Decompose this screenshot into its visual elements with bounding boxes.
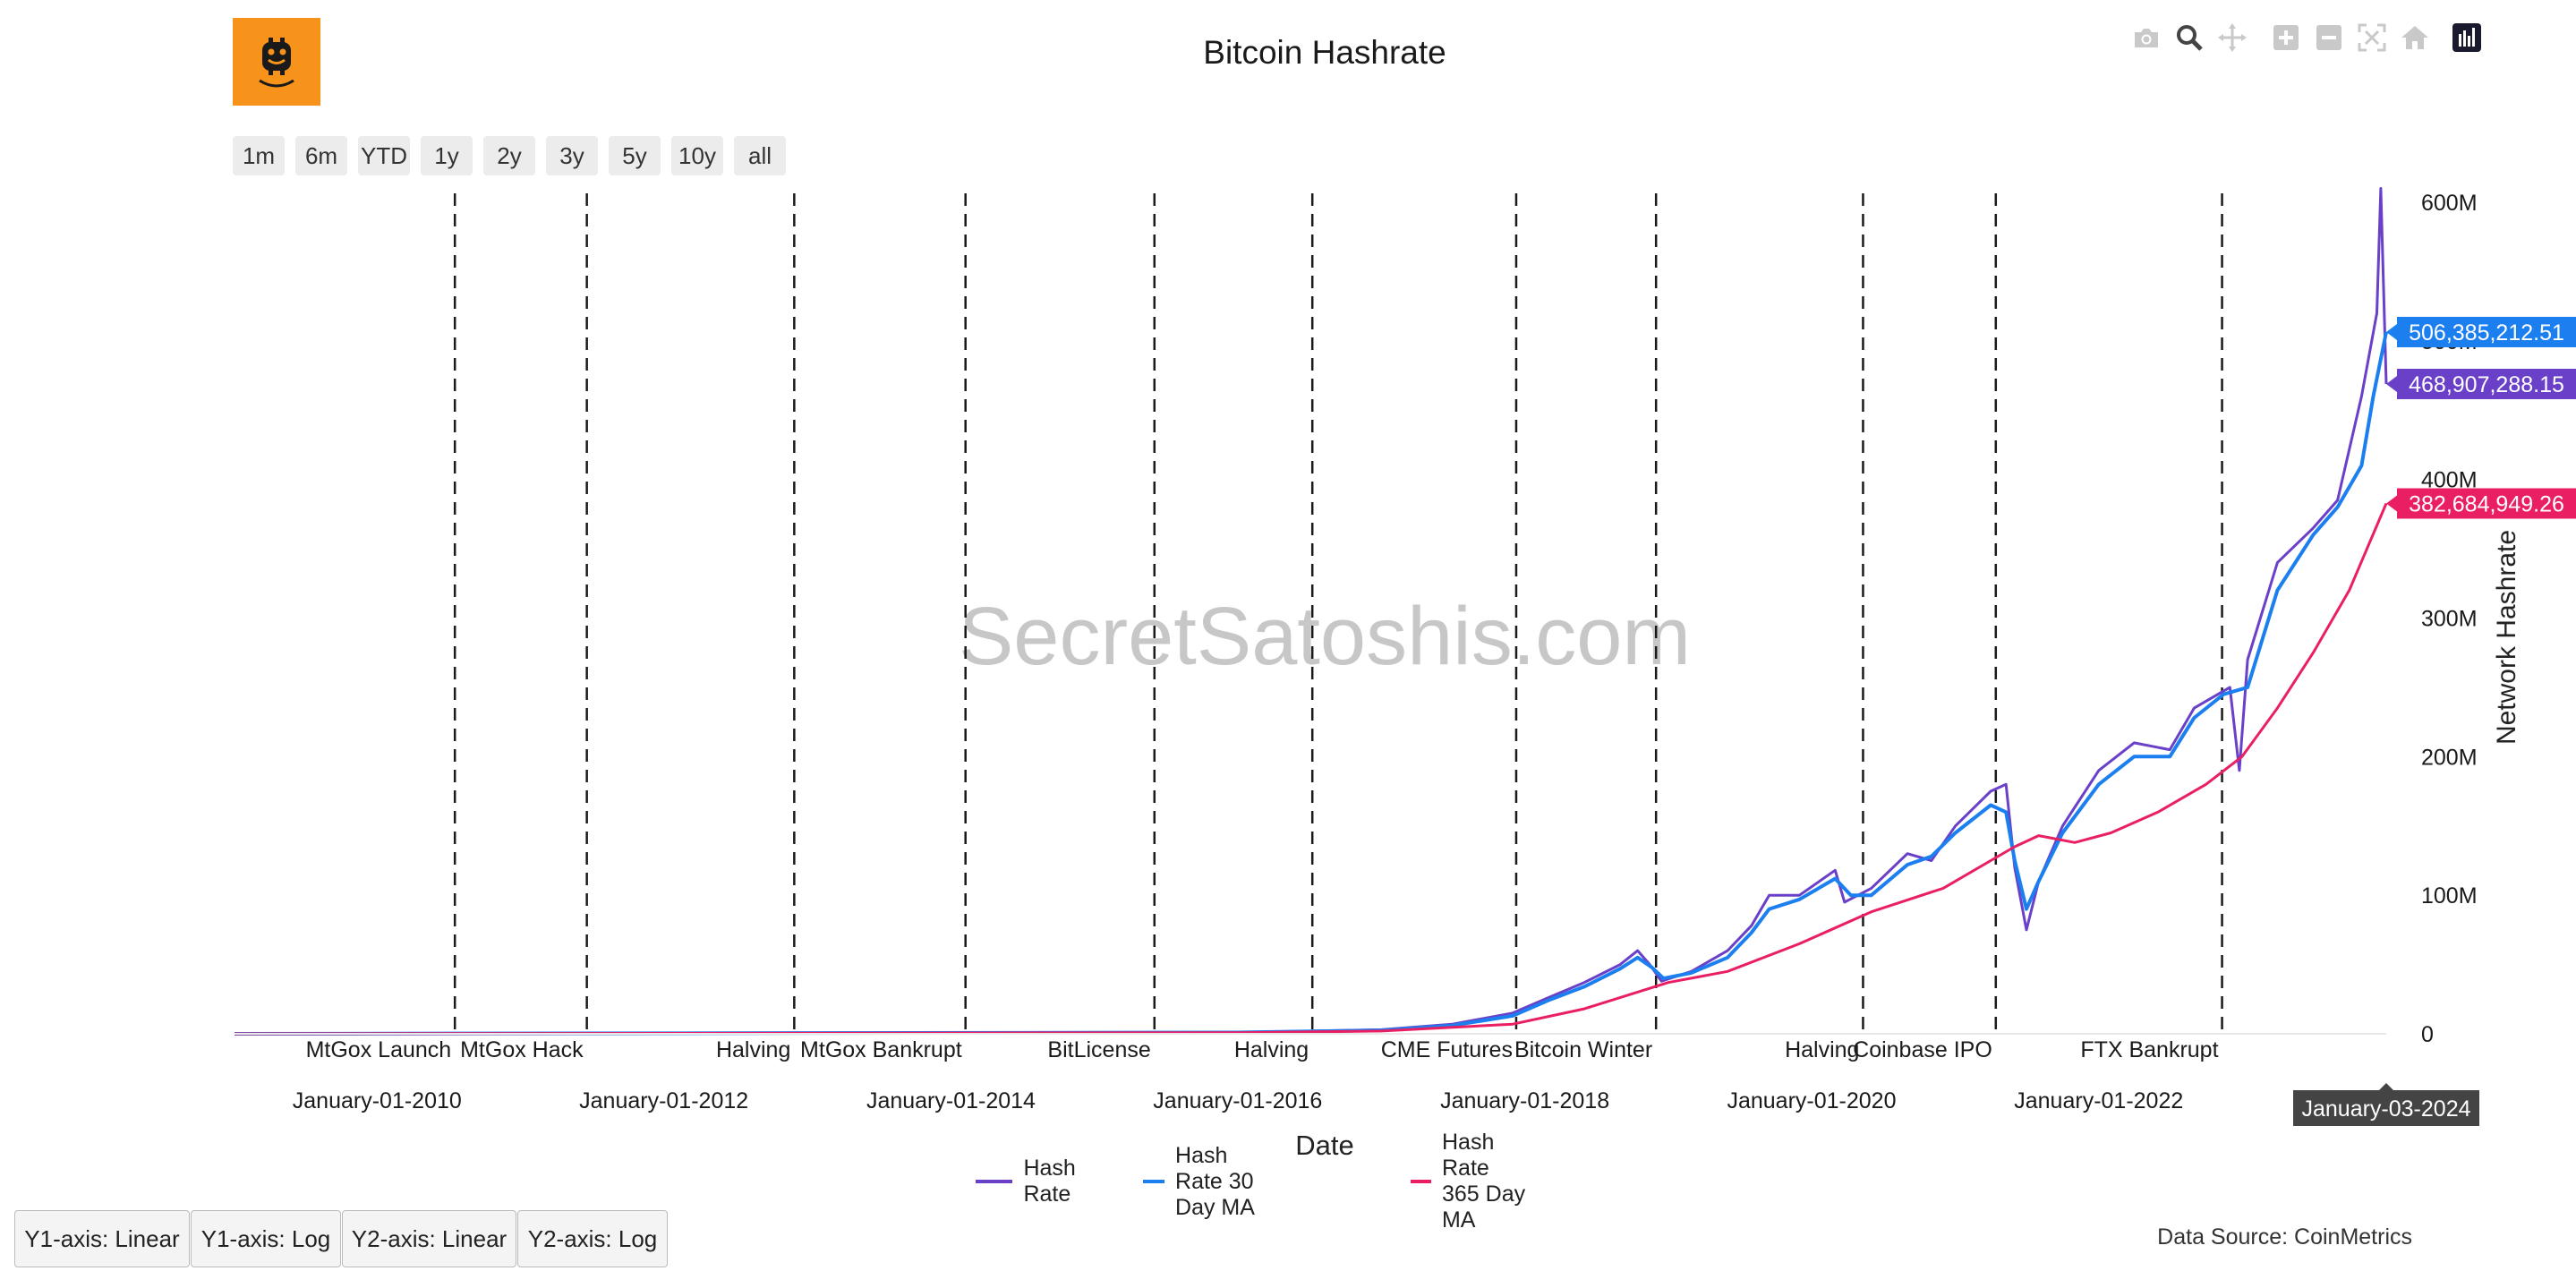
- range-button-3y[interactable]: 3y: [546, 136, 598, 175]
- zoom-icon[interactable]: [2171, 20, 2207, 55]
- legend-label: Hash Rate 30 Day MA: [1175, 1142, 1255, 1220]
- value-label-box-hash-rate-365-day-ma: [2386, 488, 2576, 519]
- legend-item-hash-rate[interactable]: Hash Rate: [976, 1156, 1094, 1207]
- camera-icon[interactable]: [2128, 20, 2164, 55]
- y-tick-label: 300M: [2421, 607, 2478, 632]
- y-tick-label: 100M: [2421, 883, 2478, 908]
- event-label-bitcoin-winter: Bitcoin Winter: [1514, 1037, 1652, 1062]
- value-label-hash-rate-365-day-ma: 382,684,949.26: [2409, 491, 2564, 516]
- range-button-5y[interactable]: 5y: [609, 136, 661, 175]
- home-icon[interactable]: [2397, 20, 2433, 55]
- watermark: SecretSatoshis.com: [959, 591, 1691, 682]
- range-button-all[interactable]: all: [734, 136, 786, 175]
- event-label-cme-futures: CME Futures: [1381, 1037, 1513, 1062]
- range-button-6m[interactable]: 6m: [295, 136, 347, 175]
- y2-log-button[interactable]: Y2-axis: Log: [517, 1210, 668, 1267]
- event-markers: MtGox Launch MtGox Hack Halving MtGox Bankr…: [306, 193, 2223, 1062]
- legend-swatch: [1411, 1180, 1431, 1183]
- event-label-coinbase-ipo: Coinbase IPO: [1853, 1037, 1992, 1062]
- event-label-halving: Halving: [716, 1037, 790, 1062]
- x-tick-label: January-01-2022: [2014, 1088, 2183, 1113]
- plotly-logo-icon[interactable]: [2449, 20, 2485, 55]
- x-tick-label: January-01-2010: [293, 1088, 462, 1113]
- event-label-halving: Halving: [1234, 1037, 1309, 1062]
- zoom-out-icon[interactable]: [2311, 20, 2347, 55]
- event-label-mtgox-hack: MtGox Hack: [460, 1037, 584, 1062]
- legend-item-365-day-ma[interactable]: Hash Rate 365 Day MA: [1411, 1130, 1529, 1233]
- x-tick-label: January-01-2014: [866, 1088, 1036, 1113]
- range-button-ytd[interactable]: YTD: [358, 136, 410, 175]
- x-tick-label: January-01-2016: [1153, 1088, 1322, 1113]
- x-tick-label: January-01-2020: [1727, 1088, 1896, 1113]
- hover-date-label: January-03-2024: [2301, 1096, 2470, 1122]
- x-axis-title: Date: [1295, 1130, 1354, 1161]
- hashrate-chart[interactable]: SecretSatoshis.com MtGox Launch MtGox Hac…: [0, 0, 2576, 1155]
- y1-log-button[interactable]: Y1-axis: Log: [191, 1210, 341, 1267]
- range-button-2y[interactable]: 2y: [483, 136, 535, 175]
- event-label-mtgox-bankrupt: MtGox Bankrupt: [800, 1037, 962, 1062]
- x-tick-label: January-01-2012: [579, 1088, 748, 1113]
- legend-label: Hash Rate: [1023, 1156, 1076, 1207]
- y2-linear-button[interactable]: Y2-axis: Linear: [342, 1210, 516, 1267]
- y1-linear-button[interactable]: Y1-axis: Linear: [14, 1210, 190, 1267]
- event-label-bitlicense: BitLicense: [1047, 1037, 1150, 1062]
- legend-item-30-day-ma[interactable]: Hash Rate 30 Day MA: [1143, 1143, 1261, 1220]
- range-button-10y[interactable]: 10y: [671, 136, 723, 175]
- value-label-hash-rate-30-day-ma: 506,385,212.51: [2409, 320, 2564, 345]
- range-button-1y[interactable]: 1y: [421, 136, 473, 175]
- range-button-1m[interactable]: 1m: [233, 136, 285, 175]
- x-tick-label: January-01-2018: [1440, 1088, 1609, 1113]
- series-line-hash-rate-30-day-ma[interactable]: [234, 331, 2388, 1036]
- data-series: [234, 187, 2388, 1036]
- y-axis-title: Network Hashrate: [2492, 530, 2521, 745]
- value-label-box-hash-rate: [2386, 368, 2576, 399]
- series-line-hash-rate-365-day-ma[interactable]: [234, 502, 2388, 1036]
- hover-date-box: [2293, 1083, 2479, 1126]
- bitcoin-smiley-icon: [259, 38, 294, 88]
- chart-title: Bitcoin Hashrate: [1203, 34, 1446, 71]
- value-labels: 468,907,288.15 506,385,212.51 382,684,949.…: [2293, 316, 2576, 1126]
- event-label-halving: Halving: [1785, 1037, 1859, 1062]
- event-label-ftx-bankrupt: FTX Bankrupt: [2080, 1037, 2218, 1062]
- value-label-hash-rate: 468,907,288.15: [2409, 372, 2564, 397]
- data-source-note: Data Source: CoinMetrics: [2157, 1224, 2412, 1250]
- legend-label: Hash Rate 365 Day MA: [1441, 1130, 1526, 1233]
- pan-icon[interactable]: [2214, 20, 2250, 55]
- y-tick-label: 200M: [2421, 745, 2478, 770]
- zoom-in-icon[interactable]: [2268, 20, 2304, 55]
- secretsatoshis-logo: [233, 18, 320, 106]
- y-tick-label: 0: [2421, 1022, 2434, 1047]
- legend-swatch: [976, 1180, 1013, 1183]
- legend-swatch: [1143, 1180, 1165, 1183]
- event-label-mtgox-launch: MtGox Launch: [306, 1037, 452, 1062]
- autoscale-icon[interactable]: [2354, 20, 2390, 55]
- value-label-box-hash-rate-30-day-ma: [2386, 316, 2576, 347]
- y-tick-label: 600M: [2421, 191, 2478, 216]
